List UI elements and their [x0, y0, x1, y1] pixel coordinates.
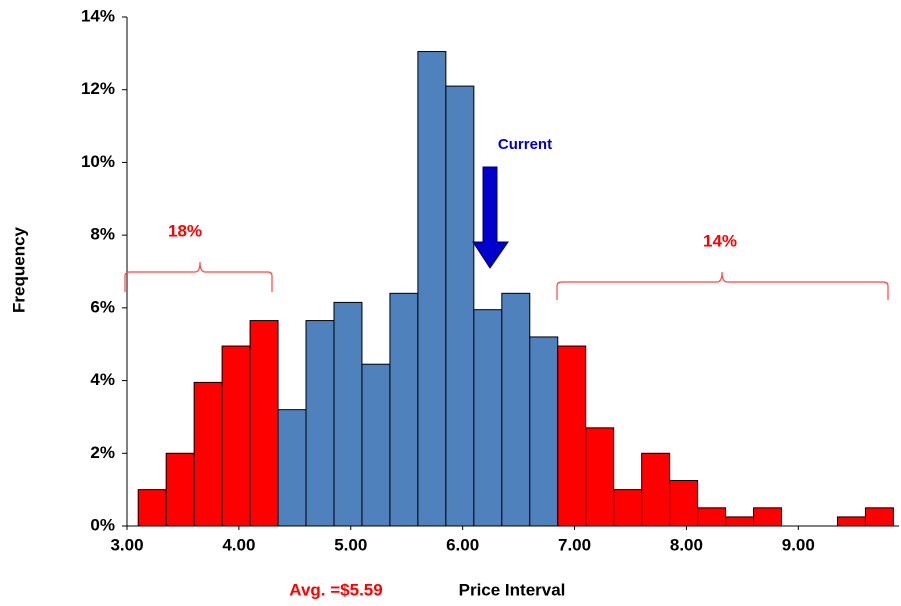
y-tick-label: 14% — [81, 6, 115, 25]
bar — [473, 309, 503, 527]
bar — [221, 345, 251, 527]
x-tick-label: 8.00 — [670, 535, 703, 554]
bar — [361, 363, 391, 527]
y-tick-label: 4% — [90, 370, 115, 389]
bar — [641, 452, 671, 527]
x-tick-label: 7.00 — [558, 535, 591, 554]
bar — [669, 480, 699, 527]
bar — [725, 516, 755, 527]
current-arrow — [472, 166, 509, 269]
y-tick-label: 12% — [81, 79, 115, 98]
bar — [836, 516, 866, 527]
y-tick-label: 6% — [90, 297, 115, 316]
bar — [557, 345, 587, 527]
bar — [613, 489, 643, 527]
bars — [137, 51, 894, 527]
bar — [417, 51, 447, 527]
bar — [305, 320, 335, 527]
bar — [864, 507, 894, 527]
right-bracket — [556, 271, 889, 300]
bar — [249, 320, 279, 527]
x-tick-label: 6.00 — [446, 535, 479, 554]
bar — [585, 427, 615, 527]
y-axis-title: Frequency — [9, 226, 28, 313]
bar — [389, 292, 419, 527]
x-tick-label: 5.00 — [334, 535, 367, 554]
x-tick-label: 9.00 — [782, 535, 815, 554]
x-tick-label: 3.00 — [110, 535, 143, 554]
y-tick-label: 8% — [90, 225, 115, 244]
x-axis-title: Price Interval — [459, 580, 566, 599]
y-tick-label: 10% — [81, 152, 115, 171]
bar — [277, 409, 307, 527]
bar — [501, 292, 531, 527]
y-tick-label: 0% — [90, 515, 115, 534]
bar — [529, 336, 559, 527]
bar — [165, 452, 195, 527]
right-share-label: 14% — [703, 231, 737, 250]
left-share-label: 18% — [168, 221, 202, 240]
average-label: Avg. =$5.59 — [289, 580, 382, 599]
x-tick-label: 4.00 — [222, 535, 255, 554]
bar — [193, 381, 223, 527]
current-label: Current — [498, 136, 552, 153]
bar — [137, 489, 167, 527]
bar — [333, 301, 363, 527]
bar — [697, 507, 727, 527]
y-tick-label: 2% — [90, 443, 115, 462]
bar — [445, 85, 475, 527]
left-bracket — [124, 261, 273, 292]
bar — [753, 507, 783, 527]
